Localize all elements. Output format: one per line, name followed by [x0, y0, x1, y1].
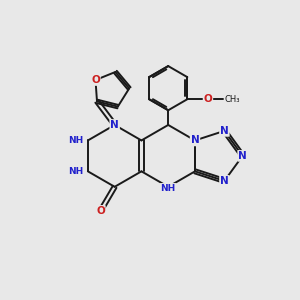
Text: O: O	[91, 75, 100, 85]
Text: NH: NH	[68, 136, 83, 145]
Text: N: N	[238, 151, 247, 161]
Text: N: N	[110, 120, 119, 130]
Text: NH: NH	[160, 184, 176, 193]
Text: N: N	[220, 176, 229, 186]
Text: CH₃: CH₃	[224, 95, 240, 104]
Text: N: N	[220, 126, 229, 136]
Text: O: O	[204, 94, 212, 104]
Text: O: O	[96, 206, 105, 216]
Text: N: N	[190, 135, 200, 146]
Text: NH: NH	[68, 167, 83, 176]
